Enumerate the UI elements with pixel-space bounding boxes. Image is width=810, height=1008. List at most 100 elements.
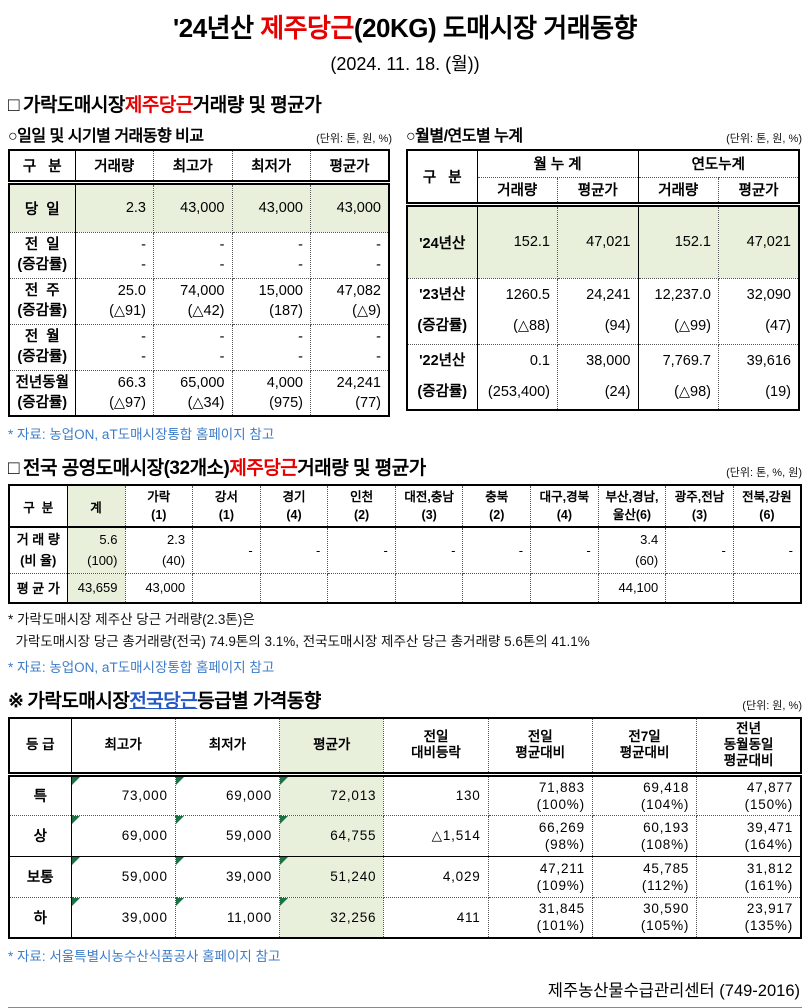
cell-comment-marker [176,898,184,906]
cell: 69,418 (104%) [591,773,698,816]
header-group-row: 구 분 월 누 계 연도누계 [406,149,800,207]
cumulative-title: 월별/연도별 누계 [415,128,523,145]
cell: 30,590 (105%) [591,896,698,939]
report-date: (2024. 11. 18. (월)) [330,54,480,74]
column-header: 전일 평균대비 [487,717,593,777]
row-label: 평 균 가 [8,572,68,604]
cell: 24,241 (77) [310,369,390,417]
column-header: 거래량 [74,149,154,185]
section2-heading-post: 거래량 및 평균가 [297,458,426,479]
cell: - [394,526,464,574]
column-header: 거래량 [476,176,558,207]
page-title: '24년산 제주당근(20KG) 도매시장 거래동향 [8,8,802,45]
section3-heading-post: 등급별 가격동향 [197,691,321,712]
column-header: 경기 (4) [259,484,329,528]
square-bullet-icon: □ [8,95,19,116]
cell-comment-marker [176,776,184,785]
cell: - [192,526,261,574]
cell: 31,812 (161%) [696,855,802,898]
header-row: 구 분 계 가락 (1) 강서 (1) 경기 (4) 인천 (2) 대전,충남 (3) 충… [8,484,802,528]
row-label: 전년동월 (증감률) [8,369,76,417]
cell-comment-marker [280,857,289,865]
daily-trend-table: 구 분 거래량 최고가 최저가 평균가 당 일 2.3 43,000 43,00… [8,149,390,417]
cell: 51,240 [279,855,385,898]
cell: - [732,526,802,574]
cell-comment-marker [280,898,289,906]
column-header: 평균가 [279,717,385,777]
cell: 60,193 (108%) [591,814,698,857]
cell-comment-marker [72,857,80,865]
cell: 32,256 [279,896,385,939]
grade-price-table: 등 급 최고가 최저가 평균가 전일 대비등락 전일 평균대비 전7일 평균대비… [8,717,802,939]
issuing-org: 제주농산물수급관리센터 (749-2016) [547,982,800,1000]
row-label: 상 [8,814,72,857]
cell: 43,000 [231,181,311,233]
national-carrot-link[interactable]: 전국당근 [129,691,198,712]
cell: 12,237.0 (△99) [637,277,719,345]
table-row-year-ago: 전년동월 (증감률) 66.3 (△97) 65,000 (△34) 4,000 (97… [8,369,390,417]
cell: 74,000 (△42) [153,277,233,325]
title-prefix: '24년산 [173,13,261,43]
unit-label: (단위: 톤, 원, %) [726,133,802,145]
circle-bullet-icon: ○ [406,128,416,145]
cell: 64,755 [279,814,385,857]
section1-columns: ○ 일일 및 시기별 거래동향 비교 (단위: 톤, 원, %) 구 분 거래량… [8,122,802,443]
column-header: 가락 (1) [124,484,194,528]
column-header: 대구,경북 (4) [530,484,599,528]
cell: 39,000 [174,855,281,898]
column-header: 구 분 [8,149,76,185]
column-header: 계 [66,484,126,528]
cell: -- [74,231,154,279]
cell: 4,000 (975) [231,369,311,417]
column-header: 최고가 [70,717,176,777]
cell [462,572,532,604]
table-row-grade-high: 상 69,000 59,000 64,755 △1,514 66,269 (98%… [8,814,802,857]
cell: 2.3 [74,181,154,233]
cell: -- [74,323,154,371]
reference-mark-icon: ※ [8,691,24,712]
cell: 31,845 (101%) [487,896,593,939]
cell: 411 [383,896,489,939]
cell: 69,000 [70,814,176,857]
cell [665,572,734,604]
cell: 45,785 (112%) [591,855,698,898]
cell: 15,000 (187) [231,277,311,325]
column-header: 구 분 [406,149,478,207]
table-row-prev-week: 전 주 (증감률) 25.0 (△91) 74,000 (△42) 15,000 (18… [8,277,390,325]
cell: 2.3 (40) [124,526,194,574]
column-header: 평균가 [557,176,639,207]
table-row-grade-medium: 보통 59,000 39,000 51,240 4,029 47,211 (109… [8,855,802,898]
table-row-today: 당 일 2.3 43,000 43,000 43,000 [8,181,390,233]
header-sub-row: 거래량 평균가 거래량 평균가 [407,176,800,207]
source-note: * 자료: 서울특별시농수산식품공사 홈페이지 참고 [8,949,281,964]
cell: 38,000 (24) [557,343,639,411]
cell: 39,616 (19) [718,343,800,411]
header-row: 등 급 최고가 최저가 평균가 전일 대비등락 전일 평균대비 전7일 평균대비… [8,717,802,777]
column-header: 부산,경남, 울산(6) [597,484,667,528]
table-row-grade-low: 하 39,000 11,000 32,256 411 31,845 (101%) … [8,896,802,939]
cell: - [327,526,396,574]
cumulative-table: 구 분 월 누 계 연도누계 거래량 평균가 거래량 평균가 '24년산 152 [406,149,800,411]
cell: 69,000 [174,773,281,816]
title-suffix: (20KG) 도매시장 거래동향 [353,13,638,43]
cell: -- [153,231,233,279]
section2-heading: □ 전국 공영도매시장(32개소) 제주당근 거래량 및 평균가 (단위: 톤,… [8,453,802,480]
row-label: '22년산 (증감률) [406,343,478,411]
cell: -- [310,231,390,279]
cell: 130 [383,773,489,816]
cell: 43,000 [310,181,390,233]
cell: 39,471 (164%) [696,814,802,857]
cell [259,572,329,604]
column-header: 등 급 [8,717,72,777]
cell: 32,090 (47) [718,277,800,345]
cell: △1,514 [383,814,489,857]
row-label: 전 월 (증감률) [8,323,76,371]
section3-heading: ※ 가락도매시장 전국당근 등급별 가격동향 (단위: 원, %) [8,686,802,713]
cell [394,572,464,604]
section2-heading-red: 제주당근 [229,458,298,479]
cell: 66,269 (98%) [487,814,593,857]
column-header: 최저가 [231,149,311,185]
column-header: 평균가 [718,176,800,207]
national-markets-table: 구 분 계 가락 (1) 강서 (1) 경기 (4) 인천 (2) 대전,충남 (3) 충… [8,484,802,604]
